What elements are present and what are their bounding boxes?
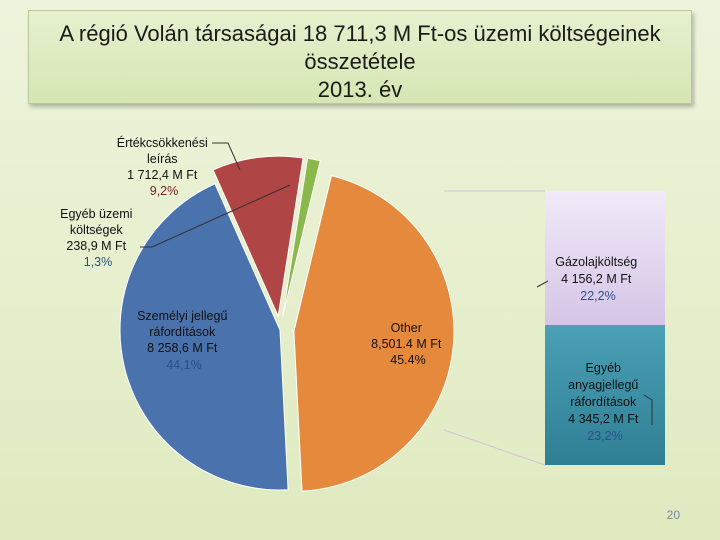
label-anyag-l1: Egyéb — [586, 361, 621, 375]
bar-segment-gazolaj — [545, 191, 665, 325]
label-anyag-l4: 4 345,2 M Ft — [568, 412, 639, 426]
label-anyag-l2: anyagjellegű — [568, 378, 638, 392]
bar-segment-egyeb-anyag — [545, 324, 665, 465]
label-szemelyi: Személyi jellegű ráfordítások 8 258,6 M … — [137, 309, 231, 372]
title-line-2: összetétele — [304, 49, 416, 74]
label-egyeb-l3: 238,9 M Ft — [66, 239, 126, 253]
connector-bottom — [443, 429, 546, 466]
label-gaz-pct: 22,2% — [580, 289, 615, 303]
chart-title: A régió Volán társaságai 18 711,3 M Ft-o… — [28, 10, 692, 104]
label-szem-pct: 44,1% — [166, 358, 201, 372]
label-ertek-l1: Értékcsökkenési — [117, 135, 208, 150]
leader-egyeb — [140, 184, 291, 248]
pie-slice-egyeb-uzemi — [282, 157, 321, 317]
label-other-l2: 8,501.4 M Ft — [371, 337, 442, 351]
label-egyeb-uzemi: Egyéb üzemi költségek 238,9 M Ft 1,3% — [60, 207, 136, 269]
pie-slice-ertekcsokkenes — [212, 155, 304, 318]
leader-egyeb-anyag — [643, 394, 653, 425]
label-ertek-l3: 1 712,4 M Ft — [127, 168, 198, 182]
label-egyeb-pct: 1,3% — [84, 255, 113, 269]
label-gazolaj: Gázolajköltség 4 156,2 M Ft 22,2% — [555, 255, 640, 303]
label-ertekcsokkenes: Értékcsökkenési leírás 1 712,4 M Ft 9,2% — [117, 135, 212, 198]
label-szem-l3: 8 258,6 M Ft — [147, 341, 218, 355]
pie-slice-other — [293, 175, 455, 492]
pie-slice-szemelyi — [119, 183, 289, 491]
label-egyeb-anyag: Egyéb anyagjellegű ráfordítások 4 345,2 … — [568, 361, 642, 443]
label-other: Other 8,501.4 M Ft 45.4% — [371, 321, 445, 367]
label-other-l1: Other — [391, 321, 422, 335]
label-ertek-l2: leírás — [147, 152, 178, 166]
label-gaz-l1: Gázolajköltség — [555, 255, 637, 269]
label-egyeb-l2: költségek — [70, 223, 124, 237]
label-egyeb-l1: Egyéb üzemi — [60, 207, 132, 221]
label-other-l3: 45.4% — [390, 353, 425, 367]
page-number: 20 — [666, 508, 680, 522]
title-line-1: A régió Volán társaságai 18 711,3 M Ft-o… — [59, 21, 661, 46]
leader-ertek — [212, 142, 241, 171]
label-gaz-l2: 4 156,2 M Ft — [561, 272, 632, 286]
label-anyag-pct: 23,2% — [587, 429, 622, 443]
title-line-3: 2013. év — [317, 77, 403, 102]
leader-gazolaj — [536, 280, 549, 288]
label-ertek-pct: 9,2% — [150, 184, 179, 198]
label-anyag-l3: ráfordítások — [570, 395, 637, 409]
label-szem-l2: ráfordítások — [149, 325, 216, 339]
label-szem-l1: Személyi jellegű — [137, 309, 227, 323]
